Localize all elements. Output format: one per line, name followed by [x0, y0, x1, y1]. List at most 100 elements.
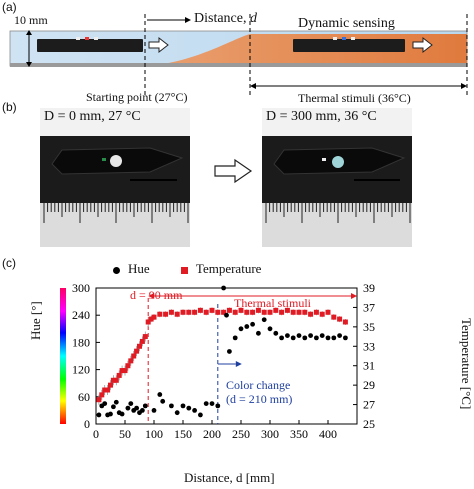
temperature-point — [137, 343, 142, 349]
temperature-point — [337, 316, 343, 322]
hue-point — [198, 412, 203, 418]
temperature-point — [296, 309, 302, 315]
x-tick-label: 350 — [290, 427, 308, 441]
channel-base — [10, 63, 467, 67]
hue-point — [113, 399, 119, 405]
y-right-tick-label: 37 — [363, 300, 375, 314]
temperature-point — [102, 387, 108, 393]
hue-point — [250, 321, 256, 327]
left-photo-caption: D = 0 mm, 27 °C — [44, 109, 141, 124]
y-left-tick-label: 300 — [72, 281, 90, 295]
ruler-left — [40, 203, 190, 247]
hue-point — [209, 401, 215, 406]
hue-point — [232, 335, 238, 341]
x-tick-label: 100 — [145, 427, 163, 441]
legend-temperature-label: Temperature — [195, 261, 262, 276]
hue-point — [108, 411, 113, 417]
hue-point — [273, 330, 279, 336]
height-label: 10 mm — [14, 13, 48, 27]
hue-point — [140, 408, 145, 413]
hue-point — [285, 333, 290, 338]
temperature-point — [226, 307, 232, 313]
hue-point — [221, 285, 227, 291]
x-tick-label: 300 — [261, 427, 279, 441]
hue-point — [308, 333, 313, 338]
right-photo-caption: D = 300 mm, 36 °C — [266, 109, 377, 124]
hue-point — [128, 401, 134, 406]
temperature-point — [168, 309, 174, 315]
x-axis-title: Distance, d [mm] — [184, 470, 275, 485]
panel-a-diagram — [9, 14, 468, 96]
motion-arrow-icon — [148, 36, 169, 54]
hue-point — [203, 401, 209, 406]
y-right-tick-label: 25 — [363, 417, 375, 431]
hue-point — [224, 312, 229, 318]
temperature-point — [319, 311, 325, 317]
temperature-point — [148, 316, 154, 322]
photo-start — [40, 108, 190, 203]
temperature-point — [221, 309, 227, 315]
temperature-point — [145, 319, 151, 325]
temperature-point — [122, 368, 128, 374]
legend-hue-label: Hue — [128, 261, 150, 276]
legend-hue-marker — [113, 266, 120, 274]
panel-b-label: (b) — [2, 100, 17, 114]
hue-point — [290, 335, 296, 341]
ruler-right — [262, 203, 412, 247]
hue-point — [244, 324, 250, 329]
hue-point — [174, 410, 180, 416]
y-right-tick-label: 35 — [363, 320, 375, 334]
y-right-tick-label: 29 — [363, 378, 375, 392]
hue-point — [186, 405, 192, 411]
annotation-color-change-distance: (d = 210 mm) — [226, 392, 293, 406]
hue-point — [238, 326, 244, 332]
temperature-point — [342, 319, 348, 325]
temperature-point — [313, 309, 319, 315]
y-left-tick-label: 0 — [84, 417, 90, 431]
temperature-point — [105, 387, 111, 393]
temperature-point — [116, 372, 122, 378]
temperature-point — [99, 392, 105, 398]
temperature-point — [284, 307, 290, 313]
distance-label: Distance, d — [194, 11, 257, 26]
legend-temperature-marker — [180, 266, 188, 274]
hue-point — [261, 317, 267, 323]
hue-point — [337, 333, 342, 338]
sensor-start — [37, 39, 143, 52]
y-left-axis-title: Hue [°] — [28, 301, 43, 340]
temperature-point — [244, 309, 250, 315]
hue-point — [180, 403, 186, 409]
y-right-tick-label: 39 — [363, 281, 375, 295]
annotation-color-change: Color change — [226, 378, 291, 392]
hue-point — [102, 401, 108, 406]
x-tick-label: 50 — [119, 427, 131, 441]
temperature-point — [290, 309, 296, 315]
hue-point — [125, 405, 131, 411]
annotation-d90: d = 90 mm — [130, 288, 183, 302]
hue-point — [169, 403, 174, 409]
hue-point — [157, 392, 163, 397]
hue-point — [215, 403, 221, 409]
panel-a-label: (a) — [2, 0, 17, 14]
temperature-point — [255, 307, 261, 313]
temperature-point — [267, 309, 273, 315]
x-tick-label: 0 — [93, 427, 99, 441]
x-tick-label: 150 — [174, 427, 192, 441]
temperature-point — [197, 307, 203, 313]
hue-point — [302, 335, 308, 341]
y-right-tick-label: 33 — [363, 339, 375, 353]
x-tick-label: 400 — [319, 427, 337, 441]
temperature-point — [110, 377, 116, 383]
temperature-point — [192, 309, 198, 315]
temperature-point — [134, 348, 140, 354]
dynamic-sensing-label: Dynamic sensing — [298, 16, 395, 31]
temperature-point — [108, 382, 113, 388]
transition-arrow-icon — [214, 158, 253, 184]
temperature-point — [238, 307, 244, 313]
hue-point — [160, 398, 166, 404]
hue-point — [296, 333, 302, 338]
temperature-point — [232, 309, 238, 315]
annotation-thermal-stimuli: Thermal stimuli — [234, 296, 311, 310]
temperature-point — [125, 363, 131, 369]
temperature-point — [163, 311, 169, 317]
